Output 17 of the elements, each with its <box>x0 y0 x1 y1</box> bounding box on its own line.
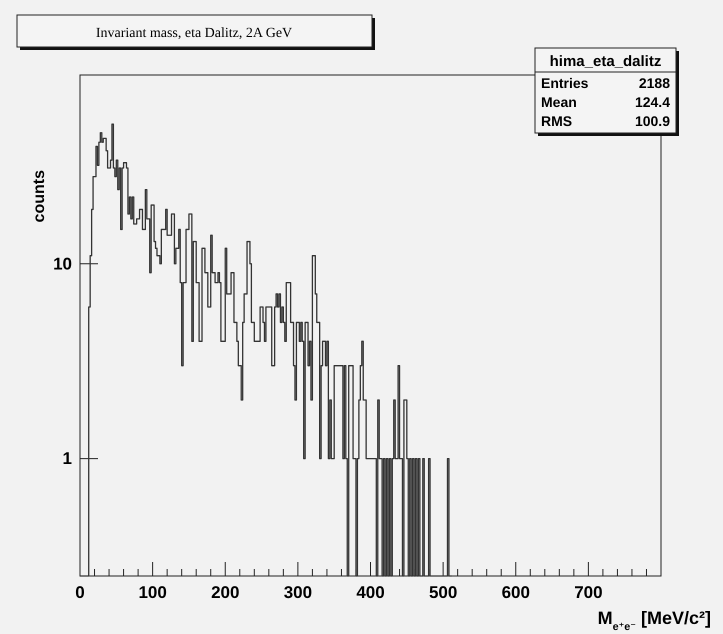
x-tick-label: 200 <box>211 583 240 602</box>
x-tick-label: 400 <box>356 583 385 602</box>
x-tick-label: 600 <box>502 583 530 602</box>
x-tick-label: 0 <box>75 583 85 602</box>
x-tick-label: 300 <box>284 583 312 602</box>
x-axis-title: M$_{e⁺e⁻}$ [MeV/c²] <box>598 608 711 633</box>
text: Mean 124.4 <box>541 94 670 110</box>
x-tick-label: 500 <box>428 583 458 602</box>
y-axis-title: counts <box>31 170 48 222</box>
chart-title: Invariant mass, eta Dalitz, 2A GeV <box>96 26 292 41</box>
x-tick-label: 700 <box>574 583 603 602</box>
y-tick-label: 10 <box>53 254 72 274</box>
x-tick-label: 100 <box>138 583 167 602</box>
text: Entries 2188 <box>541 75 670 91</box>
y-tick-label: 1 <box>62 449 72 468</box>
text: RMS 100.9 <box>541 113 670 129</box>
text: hima_eta_dalitz <box>550 53 662 70</box>
